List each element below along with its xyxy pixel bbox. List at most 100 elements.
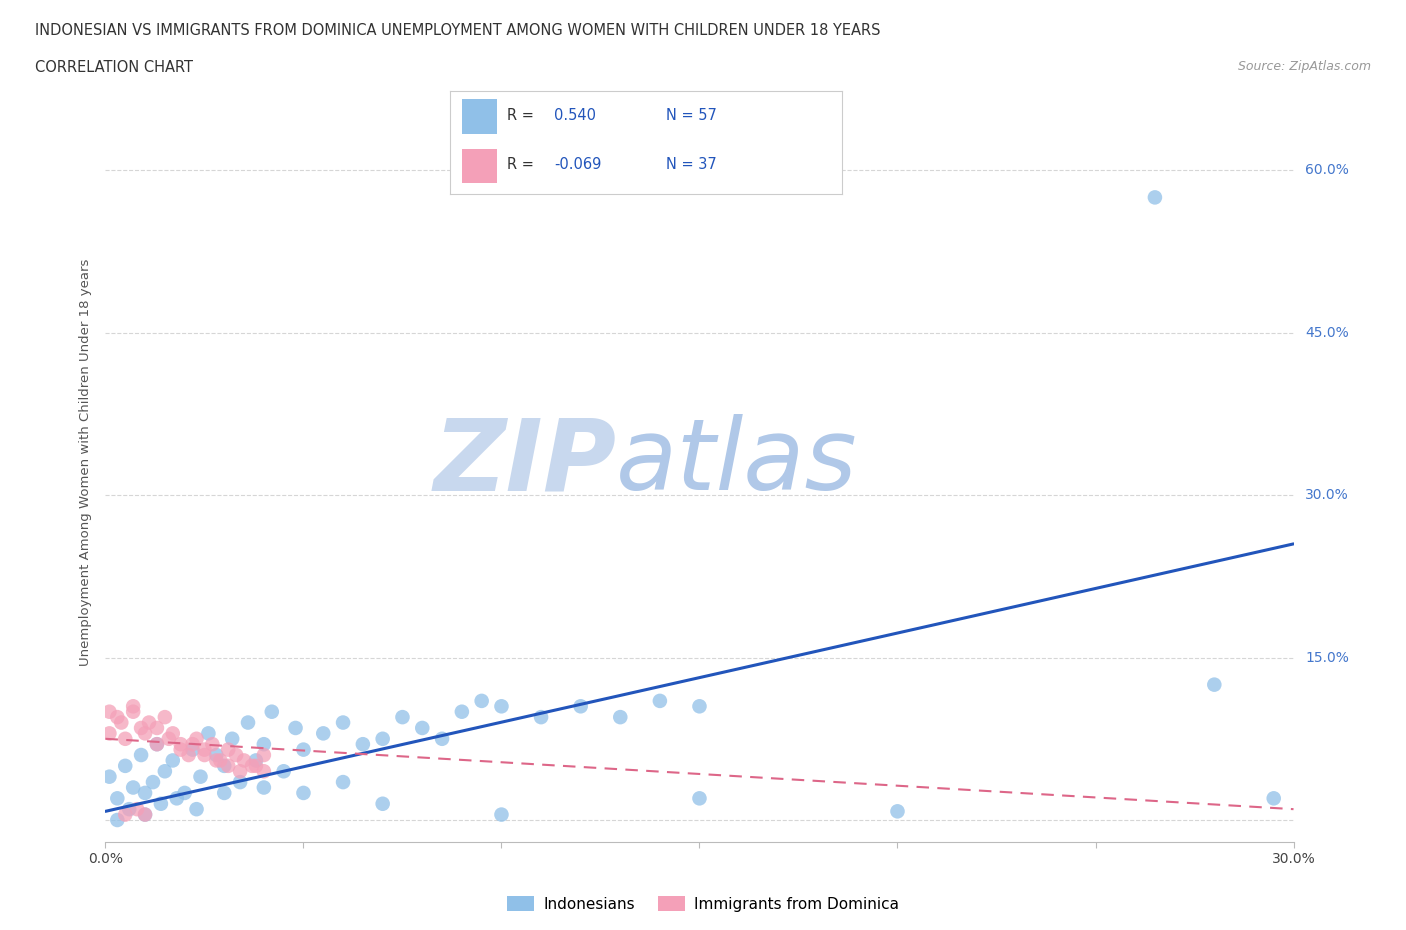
- Point: [225, 748, 247, 763]
- Point: [236, 715, 259, 730]
- Point: [134, 726, 156, 741]
- Point: [122, 780, 145, 795]
- Point: [153, 710, 176, 724]
- Point: [450, 704, 472, 719]
- Point: [129, 748, 152, 763]
- Point: [186, 802, 208, 817]
- Point: [146, 737, 169, 751]
- Point: [129, 721, 152, 736]
- Point: [253, 737, 276, 751]
- Point: [146, 721, 169, 736]
- Point: [177, 748, 200, 763]
- Point: [118, 802, 141, 817]
- Point: [105, 813, 128, 828]
- Text: Source: ZipAtlas.com: Source: ZipAtlas.com: [1237, 60, 1371, 73]
- Point: [197, 726, 219, 741]
- Point: [170, 737, 193, 751]
- Point: [166, 790, 188, 805]
- Point: [253, 748, 276, 763]
- Point: [233, 753, 256, 768]
- Point: [205, 748, 228, 763]
- Point: [122, 704, 145, 719]
- Point: [205, 753, 228, 768]
- Text: 45.0%: 45.0%: [1305, 326, 1350, 339]
- Legend: Indonesians, Immigrants from Dominica: Indonesians, Immigrants from Dominica: [501, 890, 905, 918]
- Point: [181, 737, 204, 751]
- Point: [105, 790, 128, 805]
- Point: [170, 742, 193, 757]
- Point: [193, 742, 215, 757]
- Point: [157, 731, 180, 746]
- Point: [142, 775, 165, 790]
- Point: [153, 764, 176, 778]
- Point: [190, 769, 212, 784]
- Point: [149, 796, 172, 811]
- Point: [105, 710, 128, 724]
- Point: [260, 704, 283, 719]
- Point: [181, 742, 204, 757]
- Point: [193, 748, 215, 763]
- Point: [162, 726, 184, 741]
- Point: [98, 769, 121, 784]
- Point: [245, 753, 267, 768]
- Point: [217, 742, 239, 757]
- Point: [134, 786, 156, 801]
- Point: [162, 753, 184, 768]
- Point: [332, 775, 354, 790]
- Point: [229, 775, 252, 790]
- Point: [689, 698, 711, 713]
- Text: CORRELATION CHART: CORRELATION CHART: [35, 60, 193, 75]
- Point: [221, 731, 243, 746]
- Text: INDONESIAN VS IMMIGRANTS FROM DOMINICA UNEMPLOYMENT AMONG WOMEN WITH CHILDREN UN: INDONESIAN VS IMMIGRANTS FROM DOMINICA U…: [35, 23, 880, 38]
- Point: [114, 807, 136, 822]
- Text: 15.0%: 15.0%: [1305, 651, 1350, 665]
- Point: [371, 796, 394, 811]
- Text: 30.0%: 30.0%: [1305, 488, 1350, 502]
- Point: [122, 698, 145, 713]
- Point: [229, 764, 252, 778]
- Point: [569, 698, 592, 713]
- Point: [391, 710, 413, 724]
- Point: [491, 807, 513, 822]
- Point: [332, 715, 354, 730]
- Point: [146, 737, 169, 751]
- Point: [253, 764, 276, 778]
- Point: [292, 786, 315, 801]
- Point: [98, 704, 121, 719]
- Text: 60.0%: 60.0%: [1305, 164, 1350, 178]
- Point: [186, 731, 208, 746]
- Point: [1143, 190, 1166, 205]
- Point: [1204, 677, 1226, 692]
- Point: [127, 802, 149, 817]
- Point: [471, 694, 494, 709]
- Point: [371, 731, 394, 746]
- Point: [240, 759, 263, 774]
- Point: [114, 731, 136, 746]
- Point: [609, 710, 631, 724]
- Point: [530, 710, 553, 724]
- Point: [134, 807, 156, 822]
- Point: [648, 694, 671, 709]
- Point: [1263, 790, 1285, 805]
- Point: [689, 790, 711, 805]
- Point: [273, 764, 295, 778]
- Point: [98, 726, 121, 741]
- Point: [886, 804, 908, 818]
- Point: [312, 726, 335, 741]
- Point: [209, 753, 232, 768]
- Point: [173, 786, 195, 801]
- Y-axis label: Unemployment Among Women with Children Under 18 years: Unemployment Among Women with Children U…: [79, 259, 93, 667]
- Point: [411, 721, 433, 736]
- Point: [284, 721, 307, 736]
- Point: [217, 759, 239, 774]
- Point: [491, 698, 513, 713]
- Point: [430, 731, 453, 746]
- Point: [253, 780, 276, 795]
- Point: [114, 759, 136, 774]
- Point: [292, 742, 315, 757]
- Point: [138, 715, 160, 730]
- Text: ZIP: ZIP: [433, 414, 616, 512]
- Point: [245, 759, 267, 774]
- Text: atlas: atlas: [616, 414, 858, 512]
- Point: [214, 759, 236, 774]
